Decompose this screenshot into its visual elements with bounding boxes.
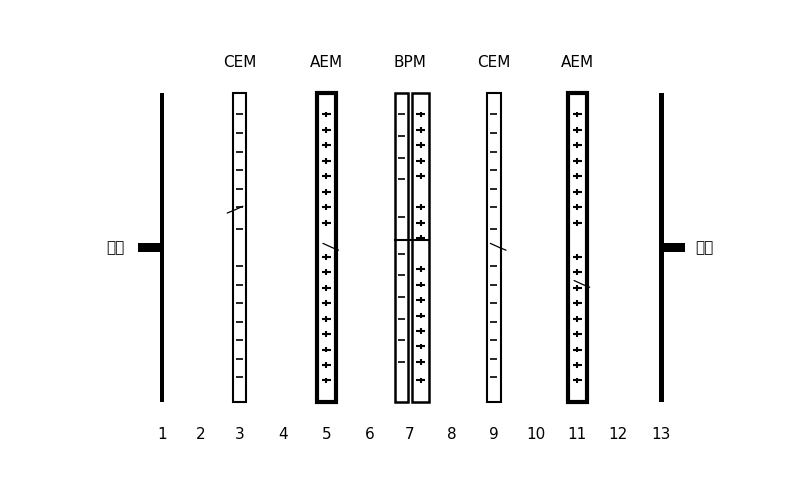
Text: AEM: AEM: [561, 55, 594, 70]
Text: AEM: AEM: [310, 55, 343, 70]
Text: 13: 13: [651, 427, 670, 441]
Text: 4: 4: [278, 427, 288, 441]
Text: 5: 5: [322, 427, 331, 441]
Text: 12: 12: [608, 427, 627, 441]
Bar: [138, 244, 159, 251]
Bar: [317, 93, 336, 402]
Bar: [233, 93, 246, 402]
Text: CEM: CEM: [223, 55, 256, 70]
Bar: [159, 93, 165, 402]
Text: 8: 8: [447, 427, 457, 441]
Bar: [568, 93, 586, 402]
Text: 7: 7: [405, 427, 415, 441]
Text: 3: 3: [234, 427, 244, 441]
Text: 11: 11: [568, 427, 587, 441]
Text: 阴极: 阴极: [106, 240, 125, 255]
Text: 1: 1: [157, 427, 167, 441]
Bar: [663, 244, 686, 251]
Text: CEM: CEM: [477, 55, 510, 70]
Text: 10: 10: [526, 427, 546, 441]
Bar: [412, 93, 430, 402]
Text: 6: 6: [365, 427, 374, 441]
Bar: [487, 93, 501, 402]
Text: 阳极: 阳极: [695, 240, 714, 255]
Text: 9: 9: [489, 427, 498, 441]
Bar: [658, 93, 663, 402]
Text: 2: 2: [196, 427, 206, 441]
Text: BPM: BPM: [394, 55, 426, 70]
Bar: [394, 93, 408, 402]
